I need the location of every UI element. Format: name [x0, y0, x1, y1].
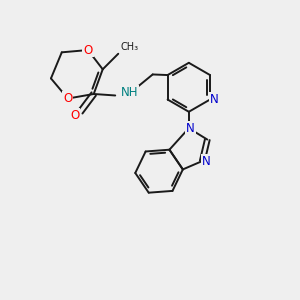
- Text: O: O: [63, 92, 73, 105]
- Text: N: N: [209, 93, 218, 106]
- Text: N: N: [202, 154, 211, 167]
- Text: O: O: [83, 44, 93, 56]
- Text: NH: NH: [121, 86, 138, 99]
- Text: CH₃: CH₃: [120, 42, 138, 52]
- Text: O: O: [70, 109, 80, 122]
- Text: N: N: [186, 122, 195, 135]
